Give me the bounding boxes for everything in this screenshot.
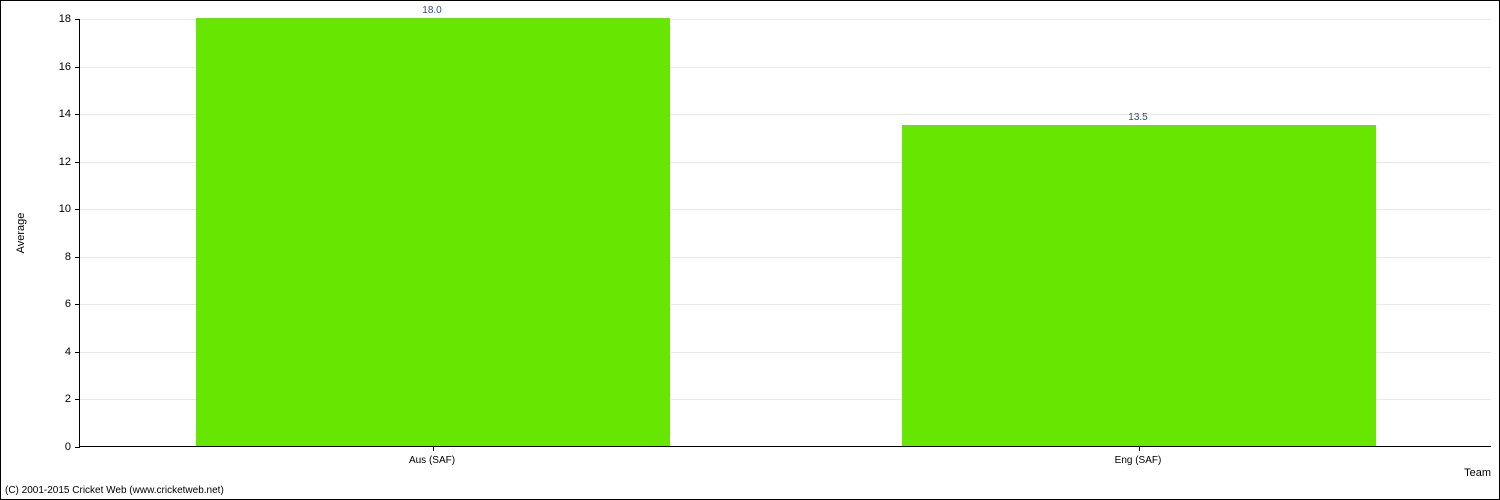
y-tick-label: 18 bbox=[59, 13, 71, 25]
y-tick-label: 0 bbox=[65, 441, 71, 453]
y-tick-mark bbox=[75, 352, 80, 353]
x-tick-mark bbox=[1139, 446, 1140, 451]
x-tick-label: Aus (SAF) bbox=[409, 455, 455, 466]
y-tick-mark bbox=[75, 304, 80, 305]
x-tick-mark bbox=[433, 446, 434, 451]
y-tick-mark bbox=[75, 67, 80, 68]
y-tick-mark bbox=[75, 257, 80, 258]
y-tick-mark bbox=[75, 447, 80, 448]
y-tick-label: 4 bbox=[65, 346, 71, 358]
y-tick-mark bbox=[75, 162, 80, 163]
x-axis-label: Team bbox=[1464, 467, 1491, 479]
y-tick-mark bbox=[75, 114, 80, 115]
y-tick-label: 8 bbox=[65, 251, 71, 263]
plot-area bbox=[79, 19, 1491, 447]
bar-value-label: 13.5 bbox=[1128, 112, 1147, 123]
y-tick-mark bbox=[75, 19, 80, 20]
y-tick-mark bbox=[75, 399, 80, 400]
copyright-text: (C) 2001-2015 Cricket Web (www.cricketwe… bbox=[5, 485, 224, 496]
bar-value-label: 18.0 bbox=[422, 5, 441, 16]
bar bbox=[902, 125, 1375, 446]
y-tick-label: 16 bbox=[59, 61, 71, 73]
y-tick-label: 2 bbox=[65, 393, 71, 405]
chart-container: Average Team (C) 2001-2015 Cricket Web (… bbox=[0, 0, 1500, 500]
y-tick-label: 10 bbox=[59, 203, 71, 215]
y-tick-mark bbox=[75, 209, 80, 210]
y-axis-label: Average bbox=[15, 213, 27, 254]
y-tick-label: 6 bbox=[65, 298, 71, 310]
x-tick-label: Eng (SAF) bbox=[1115, 455, 1162, 466]
bar bbox=[196, 18, 669, 446]
y-tick-label: 14 bbox=[59, 108, 71, 120]
y-tick-label: 12 bbox=[59, 156, 71, 168]
